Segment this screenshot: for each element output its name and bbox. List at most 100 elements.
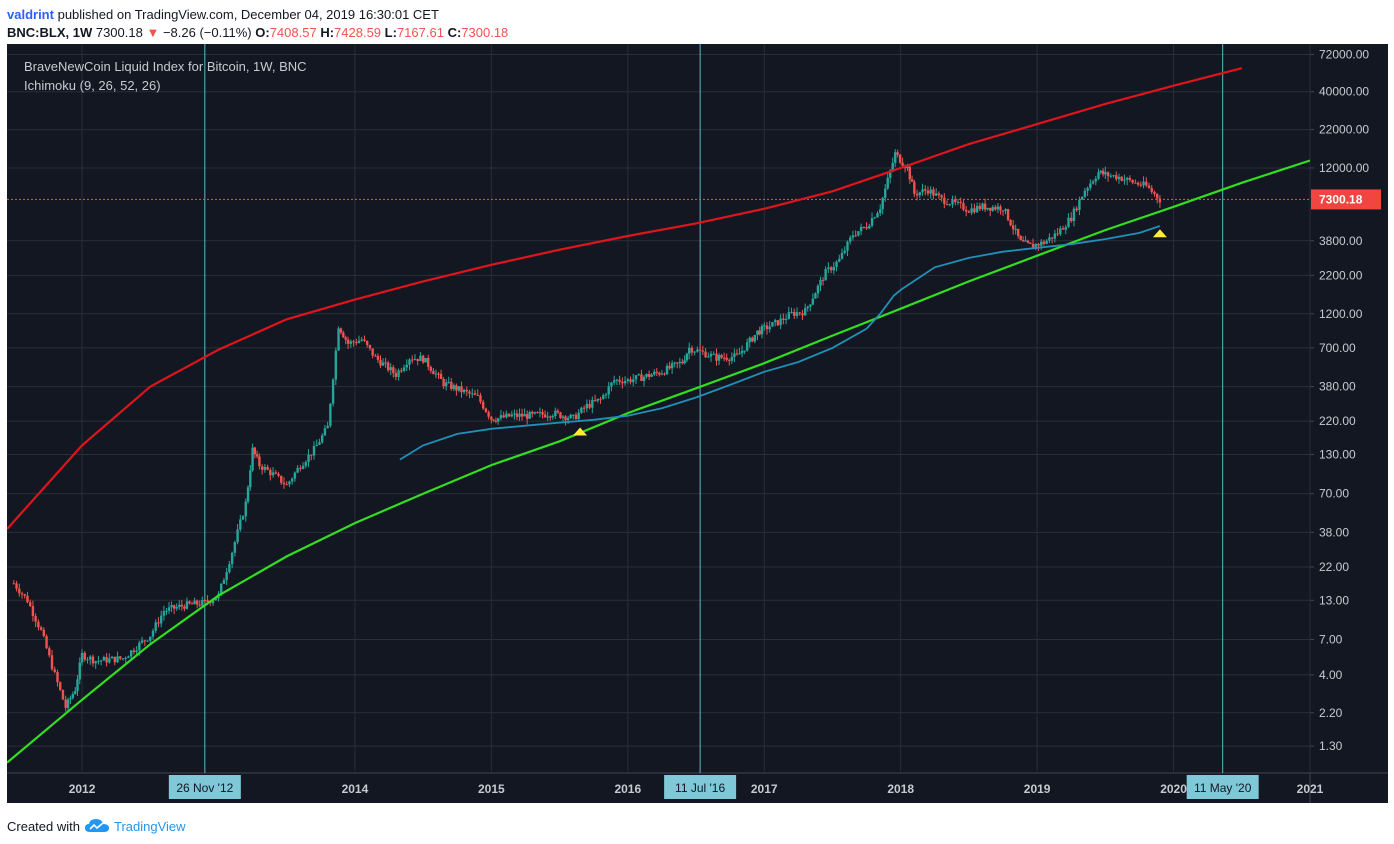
candle-up xyxy=(167,607,171,611)
y-tick-label: 2.20 xyxy=(1319,706,1343,720)
candle-up xyxy=(241,516,245,520)
candle-up xyxy=(318,442,321,445)
candle-up xyxy=(80,652,84,663)
candle-down xyxy=(400,370,403,372)
candle-down xyxy=(1150,188,1153,192)
candle-down xyxy=(593,400,597,402)
candle-down xyxy=(525,414,529,419)
candle-down xyxy=(520,413,524,417)
candle-up xyxy=(889,170,892,178)
y-tick-label: 2200.00 xyxy=(1319,268,1363,282)
candle-down xyxy=(15,583,18,589)
candle-up xyxy=(768,326,771,330)
candle-up xyxy=(906,166,909,169)
candle-down xyxy=(56,672,59,683)
current-price-label: 7300.18 xyxy=(1319,192,1363,206)
candle-up xyxy=(76,679,79,692)
y-tick-label: 12000.00 xyxy=(1319,161,1369,175)
candle-up xyxy=(1089,183,1092,189)
candle-up xyxy=(239,519,242,530)
candle-down xyxy=(924,189,927,191)
candle-up xyxy=(457,386,461,391)
candle-down xyxy=(203,600,207,602)
candle-down xyxy=(255,454,259,457)
candle-up xyxy=(577,412,580,420)
candle-down xyxy=(61,689,65,700)
candle-down xyxy=(735,353,739,355)
candle-up xyxy=(748,337,751,343)
candle-down xyxy=(915,193,919,196)
candle-up xyxy=(843,250,846,253)
candle-up xyxy=(740,350,744,354)
candle-down xyxy=(541,412,544,415)
candle-down xyxy=(18,588,21,594)
candle-up xyxy=(263,466,267,470)
candle-down xyxy=(437,373,440,375)
close-label: C: xyxy=(447,25,462,40)
candle-up xyxy=(538,412,542,414)
candle-up xyxy=(89,656,92,660)
candle-down xyxy=(476,394,479,396)
candle-down xyxy=(366,340,369,345)
candle-down xyxy=(932,189,935,196)
lower-log-curve xyxy=(7,159,1310,764)
candle-up xyxy=(685,353,689,361)
candle-up xyxy=(337,328,340,351)
candle-down xyxy=(492,419,495,421)
candle-up xyxy=(803,308,807,316)
candle-up xyxy=(696,349,699,352)
candle-up xyxy=(753,334,757,342)
candle-up xyxy=(214,598,217,601)
candle-up xyxy=(159,615,163,624)
candle-up xyxy=(402,367,406,371)
candle-up xyxy=(1024,240,1027,242)
candle-down xyxy=(1101,170,1105,175)
candle-up xyxy=(809,304,812,307)
candle-up xyxy=(554,410,557,416)
last-price: 7300.18 xyxy=(95,25,143,40)
candle-down xyxy=(668,365,671,369)
candle-up xyxy=(561,416,565,418)
candle-up xyxy=(513,413,516,415)
candle-up xyxy=(230,552,234,565)
candle-down xyxy=(698,349,702,351)
candle-up xyxy=(771,322,774,327)
candle-up xyxy=(419,355,422,362)
x-tick-label: 2016 xyxy=(614,782,641,796)
candle-down xyxy=(1153,191,1156,194)
indicator-label[interactable]: Ichimoku (9, 26, 52, 26) xyxy=(24,78,161,93)
y-tick-label: 40000.00 xyxy=(1319,85,1369,99)
candle-up xyxy=(693,351,696,353)
candle-up xyxy=(580,407,583,413)
candle-down xyxy=(865,227,868,229)
candle-down xyxy=(1037,243,1040,246)
candle-down xyxy=(999,206,1002,211)
candle-up xyxy=(886,177,889,189)
candle-down xyxy=(384,362,387,364)
date-badge xyxy=(664,775,737,799)
y-tick-label: 1200.00 xyxy=(1319,307,1363,321)
y-tick-label: 3800.00 xyxy=(1319,234,1363,248)
candle-down xyxy=(725,357,728,360)
candle-up xyxy=(811,298,815,305)
chart-container[interactable]: 72000.00 40000.00 22000.00 12000.00 3800.00 2… xyxy=(7,44,1388,803)
candle-down xyxy=(344,337,347,340)
tradingview-link[interactable]: TradingView xyxy=(113,818,186,834)
candle-down xyxy=(172,605,176,609)
candle-down xyxy=(484,408,488,412)
candle-up xyxy=(97,660,100,662)
y-tick-label: 13.00 xyxy=(1319,593,1349,607)
date-badge-label: 11 May '20 xyxy=(1194,781,1252,795)
candle-up xyxy=(585,403,589,409)
footer: Created with TradingView xyxy=(7,818,186,834)
candle-up xyxy=(602,395,605,399)
chart-background xyxy=(7,44,1388,803)
candle-up xyxy=(135,650,138,653)
candle-down xyxy=(266,466,269,470)
candle-down xyxy=(989,207,992,211)
candle-down xyxy=(277,473,280,476)
price-chart[interactable]: 72000.00 40000.00 22000.00 12000.00 3800.00 2… xyxy=(7,44,1388,803)
author-link[interactable]: valdrint xyxy=(7,7,54,22)
candle-down xyxy=(940,195,943,198)
candle-up xyxy=(1064,227,1067,230)
